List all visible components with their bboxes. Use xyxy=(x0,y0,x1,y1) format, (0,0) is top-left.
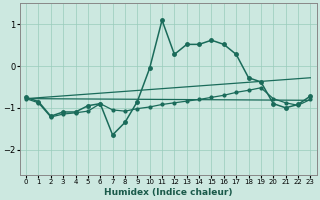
X-axis label: Humidex (Indice chaleur): Humidex (Indice chaleur) xyxy=(104,188,232,197)
